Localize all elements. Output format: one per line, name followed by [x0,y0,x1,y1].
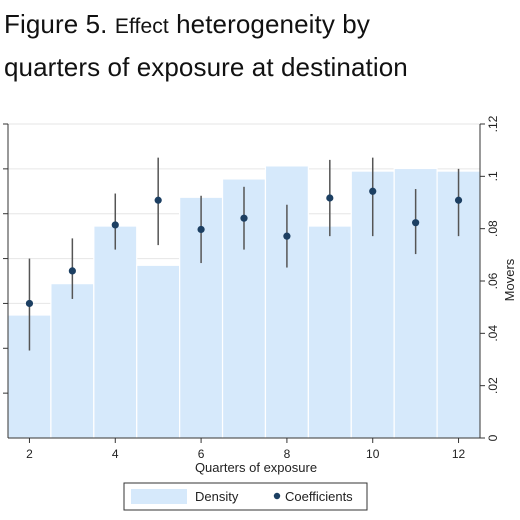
x-tick-label: 4 [112,447,119,461]
coefficient-point [412,219,420,227]
legend-marker-coefficients [273,492,281,500]
density-bar [307,225,352,439]
right-tick-label: .06 [486,272,500,289]
coefficient-point [154,196,162,204]
coefficient-point [25,299,34,308]
coefficient-point [68,267,76,275]
density-bar [136,264,181,439]
x-tick-label: 2 [26,447,33,461]
density-bar [93,225,138,439]
coefficient-points [25,157,463,351]
x-tick-label: 6 [198,447,205,461]
x-tick-label: 12 [452,447,466,461]
coefficient-point [369,187,377,195]
right-tick-label: .02 [486,377,500,394]
coefficient-point [454,196,463,204]
right-axis-label: Movers [502,258,517,301]
legend-box [123,482,368,511]
x-tick-label: 10 [366,447,380,461]
title-line2: quarters of exposure at destination [4,52,408,82]
figure-label: Figure 5. [4,9,108,39]
coefficient-point [326,194,334,202]
x-tick-label: 8 [284,447,291,461]
right-tick-label: .08 [486,220,500,237]
figure-title: Figure 5. Effect heterogeneity by quarte… [4,4,516,87]
coefficient-point [197,225,205,234]
coefficient-point [283,232,291,240]
density-bar [50,283,95,439]
title-rest: heterogeneity by [176,9,370,39]
title-small-word: Effect [114,15,169,38]
x-axis-label: Quarters of exposure [195,460,317,475]
right-tick-label: .1 [486,171,500,181]
coefficient-point [240,214,248,222]
legend: Density Coefficients [123,482,368,511]
legend-label-coefficients: Coefficients [285,489,353,504]
right-tick-label: 0 [486,434,500,441]
coefficient-point [111,221,119,229]
legend-label-density: Density [195,489,239,504]
legend-swatch-density [131,489,187,504]
axes: 2 4 6 8 10 12 Quarters of exposure 0 .02 .04 .06 .0… [3,115,517,475]
right-tick-label: .04 [486,325,500,342]
right-tick-label: .12 [486,115,500,132]
